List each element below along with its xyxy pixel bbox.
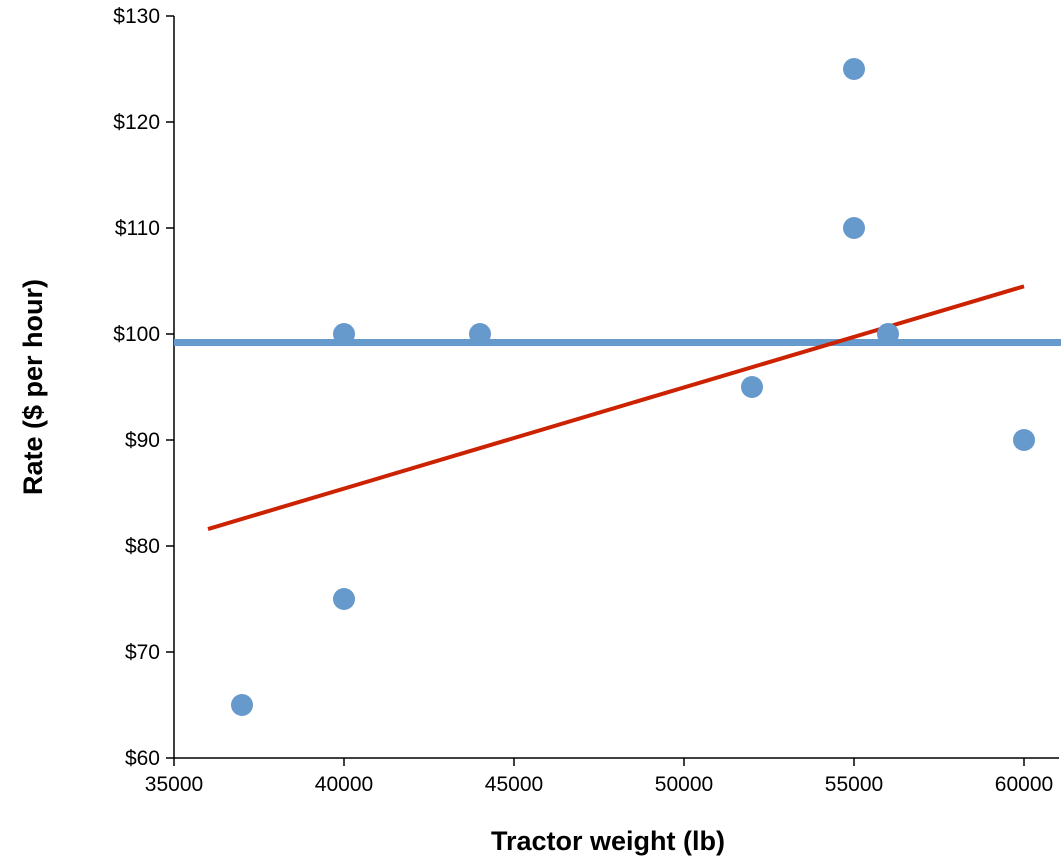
y-tick-label: $60 [125,747,160,770]
data-point [469,323,491,345]
x-tick-label: 45000 [485,773,543,796]
trend-line [207,284,1025,531]
data-point [843,217,865,239]
x-tick-label: 60000 [995,773,1053,796]
x-tick-label: 40000 [315,773,373,796]
y-tick-label: $110 [115,217,160,240]
y-tick-label: $70 [125,641,160,664]
y-tick-label: $80 [125,535,160,558]
data-point [843,58,865,80]
data-point [333,323,355,345]
data-point [231,694,253,716]
x-tick-label: 50000 [655,773,713,796]
x-tick-label: 55000 [825,773,883,796]
plot-area: $60 $70 $80 $90 $100 $110 $120 $130 35000 40000 4… [113,5,1061,796]
x-axis-ticks: 35000 40000 45000 50000 55000 60000 [145,758,1053,796]
y-tick-label: $130 [113,5,160,28]
data-point [333,588,355,610]
data-points [231,58,1035,716]
y-axis-ticks: $60 $70 $80 $90 $100 $110 $120 $130 [113,5,174,770]
y-tick-label: $90 [125,429,160,452]
y-axis-title: Rate ($ per hour) [18,279,48,495]
y-tick-label: $100 [113,323,160,346]
x-axis-title: Tractor weight (lb) [491,826,725,856]
y-tick-label: $120 [113,111,160,134]
data-point [741,376,763,398]
data-point [1013,429,1035,451]
reference-lines [174,284,1061,531]
x-tick-label: 35000 [145,773,203,796]
data-point [877,323,899,345]
